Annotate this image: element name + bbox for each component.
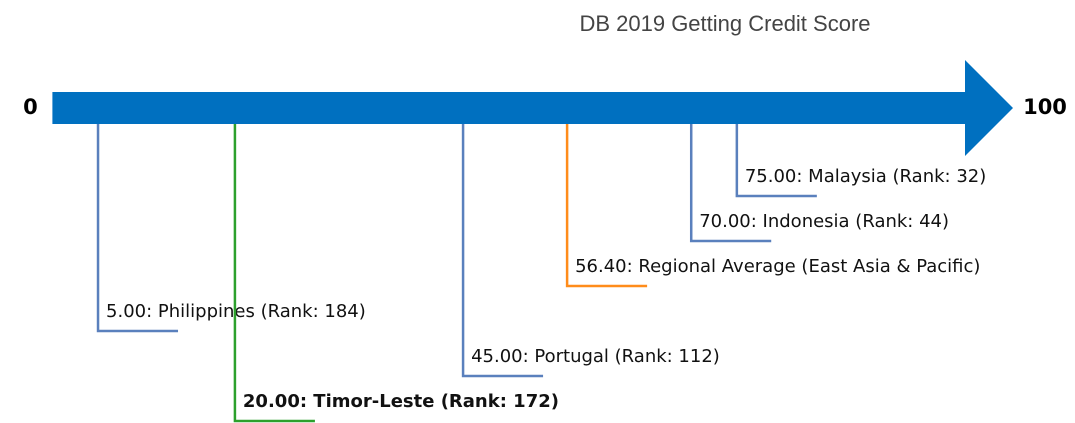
- marker-leader: [233, 124, 315, 423]
- marker-leader: [735, 124, 817, 198]
- marker-label: 75.00: Malaysia (Rank: 32): [745, 166, 986, 187]
- end-label: 0: [23, 95, 38, 119]
- marker-label: 56.40: Regional Average (East Asia & Pac…: [575, 256, 980, 277]
- chart-title: DB 2019 Getting Credit Score: [579, 11, 870, 36]
- marker-label: 70.00: Indonesia (Rank: 44): [699, 211, 949, 232]
- marker-label: 20.00: Timor-Leste (Rank: 172): [243, 391, 559, 412]
- marker-leader: [565, 124, 648, 288]
- axis-shaft: [52, 92, 965, 124]
- marker-label: 45.00: Portugal (Rank: 112): [471, 346, 720, 367]
- marker-leader: [96, 124, 179, 333]
- axis-arrowhead: [965, 60, 1013, 156]
- marker-leader: [689, 124, 772, 243]
- end-label: 100: [1023, 95, 1067, 119]
- marker-leader: [461, 124, 544, 378]
